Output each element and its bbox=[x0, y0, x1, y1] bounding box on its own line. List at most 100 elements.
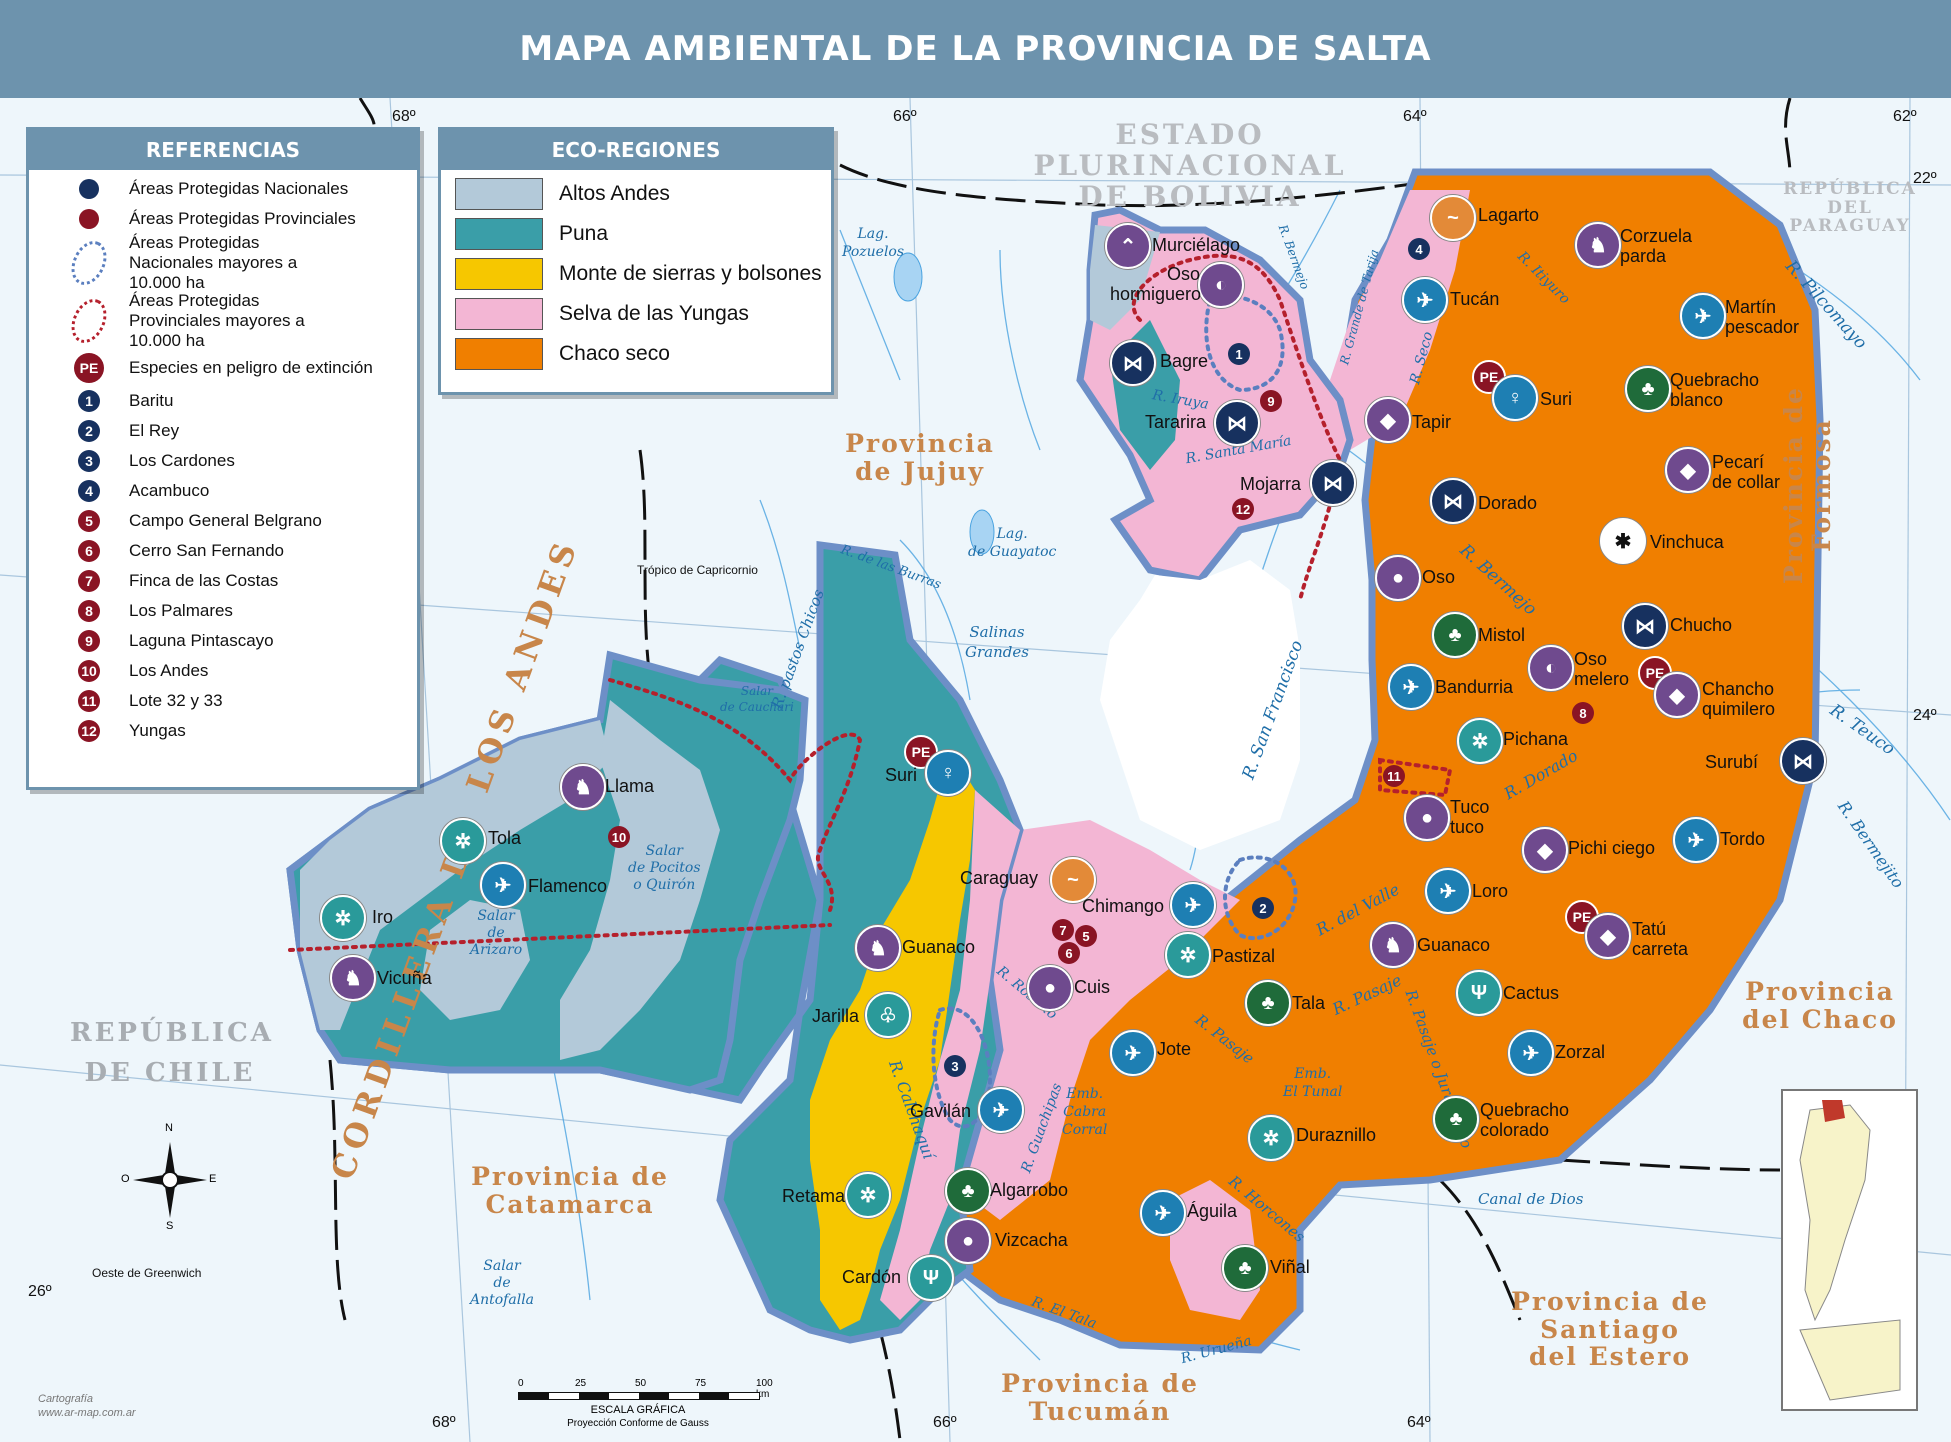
species-tala: Tala bbox=[1292, 993, 1326, 1013]
legend-area: 8 Los Palmares bbox=[29, 596, 417, 626]
species-vinchuca: Vinchuca bbox=[1650, 532, 1724, 552]
swatch-chaco-seco bbox=[455, 338, 543, 370]
canal-de-dios: Canal de Dios bbox=[1478, 1190, 1584, 1208]
coord-26: 26º bbox=[28, 1283, 52, 1300]
area-marker-3: 3 bbox=[944, 1055, 966, 1077]
eco-item: Puna bbox=[441, 214, 831, 254]
title-bar: MAPA AMBIENTAL DE LA PROVINCIA DE SALTA bbox=[0, 0, 1951, 98]
legend-item-provincial: Áreas Protegidas Provinciales bbox=[29, 204, 417, 234]
area-marker-8: 8 bbox=[1572, 702, 1594, 724]
pa-provincial-line bbox=[288, 923, 832, 952]
species-oso-melero: Oso melero bbox=[1574, 649, 1630, 689]
species-chucho: Chucho bbox=[1670, 615, 1733, 635]
tuco-tuco-icon: ● bbox=[1404, 795, 1450, 841]
algarrobo-icon: ♣ bbox=[945, 1168, 991, 1214]
species-pichi-ciego: Pichi ciego bbox=[1568, 838, 1656, 858]
region-valle-lerma bbox=[1100, 560, 1300, 850]
pa-provincial-losandes bbox=[608, 678, 863, 912]
label-formosa: Provincia de Formosa bbox=[1779, 386, 1836, 584]
species-pecari: Pecarí de collar bbox=[1712, 452, 1781, 492]
protected-areas bbox=[288, 253, 1453, 1129]
species-surubi: Surubí bbox=[1705, 752, 1759, 772]
species-caraguay: Caraguay bbox=[960, 868, 1039, 888]
swatch-monte bbox=[455, 258, 543, 290]
coord-22: 22º bbox=[1913, 170, 1937, 187]
pa-provincial-lote32 bbox=[1378, 757, 1453, 798]
region-altos-andes-center bbox=[560, 700, 720, 1060]
species-quebracho-blanco: Quebracho blanco bbox=[1670, 370, 1760, 410]
area-marker-11: 11 bbox=[1383, 765, 1405, 787]
martin-pescador-icon: ✈ bbox=[1680, 293, 1726, 339]
scale-bar: 0 25 50 75 100 km ESCALA GRÁFICA Proyecc… bbox=[518, 1378, 773, 1429]
legend-area: 11 Lote 32 y 33 bbox=[29, 686, 417, 716]
species-suri: Suri bbox=[1540, 389, 1573, 409]
pecari-icon: ◆ bbox=[1665, 447, 1711, 493]
area-marker-7: 7 bbox=[1052, 919, 1074, 941]
bagre-icon: ⋈ bbox=[1110, 340, 1156, 386]
compass-s: S bbox=[166, 1220, 174, 1232]
coord-62-top: 62º bbox=[1893, 108, 1917, 125]
iro-icon: ✲ bbox=[320, 895, 366, 941]
oso-melero-icon: ◐ bbox=[1528, 645, 1574, 691]
legend-area: 10 Los Andes bbox=[29, 656, 417, 686]
tola-icon: ✲ bbox=[440, 818, 486, 864]
pe-suri-east: PE bbox=[1472, 360, 1506, 394]
national-dot-icon bbox=[79, 179, 99, 199]
legend-area: 6 Cerro San Fernando bbox=[29, 536, 417, 566]
eco-item: Selva de las Yungas bbox=[441, 294, 831, 334]
species-quebracho-colorado: Quebracho colorado bbox=[1480, 1100, 1570, 1140]
species-lagarto: Lagarto bbox=[1478, 205, 1540, 225]
dorado-icon: ⋈ bbox=[1430, 478, 1476, 524]
species-flamenco: Flamenco bbox=[528, 876, 608, 896]
species-aguila: Águila bbox=[1187, 1201, 1238, 1221]
cactus-icon: Ψ bbox=[1456, 970, 1502, 1016]
species-tuco-tuco: Tuco tuco bbox=[1450, 797, 1490, 837]
tucan-icon: ✈ bbox=[1402, 277, 1448, 323]
eco-item: Chaco seco bbox=[441, 334, 831, 374]
species-vinal: Viñal bbox=[1270, 1257, 1310, 1277]
coord-68-top: 68º bbox=[392, 108, 416, 125]
legend-item-national-large: Áreas Protegidas Nacionales mayores a 10… bbox=[29, 233, 417, 292]
label-chaco: Provincia del Chaco bbox=[1742, 977, 1898, 1034]
area-marker-4: 4 bbox=[1408, 238, 1430, 260]
pe-icon: PE bbox=[74, 353, 104, 383]
pa-national-cardones bbox=[931, 1006, 993, 1129]
credit: Cartografía www.ar-map.com.ar bbox=[38, 1393, 136, 1419]
area-marker-6: 6 bbox=[1058, 942, 1080, 964]
species-murcielago: Murciélago bbox=[1152, 235, 1241, 255]
coord-64-bot: 64º bbox=[1407, 1414, 1431, 1431]
mojarra-icon: ⋈ bbox=[1310, 460, 1356, 506]
quebracho-blanco-icon: ♣ bbox=[1625, 366, 1671, 412]
legend-area: 7 Finca de las Costas bbox=[29, 566, 417, 596]
flamenco-icon: ✈ bbox=[480, 862, 526, 908]
lagarto-icon: ~ bbox=[1430, 195, 1476, 241]
legend-area: 2 El Rey bbox=[29, 416, 417, 446]
label-santiago: Provincia de Santiago del Estero bbox=[1511, 1287, 1709, 1371]
pichi-ciego-icon: ◆ bbox=[1522, 827, 1568, 873]
species-jarilla: Jarilla bbox=[812, 1006, 860, 1026]
salar-antofalla: Salar de Antofalla bbox=[470, 1258, 535, 1308]
jote-icon: ✈ bbox=[1110, 1030, 1156, 1076]
compass-n: N bbox=[165, 1122, 173, 1134]
label-tucuman: Provincia de Tucumán bbox=[1001, 1369, 1199, 1426]
compass-icon bbox=[133, 1142, 207, 1218]
species-vizcacha: Vizcacha bbox=[995, 1230, 1068, 1250]
label-bolivia: ESTADO PLURINACIONAL DE BOLIVIA bbox=[1033, 118, 1347, 213]
legend-panel: REFERENCIAS Áreas Protegidas Nacionales … bbox=[26, 127, 420, 790]
ecoregions-panel: ECO-REGIONES Altos Andes Puna Monte de s… bbox=[438, 127, 834, 395]
species-tordo: Tordo bbox=[1720, 829, 1766, 849]
loro-icon: ✈ bbox=[1425, 868, 1471, 914]
mistol-icon: ♣ bbox=[1432, 612, 1478, 658]
eco-item: Altos Andes bbox=[441, 174, 831, 214]
chucho-icon: ⋈ bbox=[1622, 603, 1668, 649]
compass-e: E bbox=[209, 1173, 217, 1185]
label-paraguay: REPÚBLICA DEL PARAGUAY bbox=[1783, 179, 1917, 237]
inset-map bbox=[1781, 1089, 1918, 1411]
species-algarrobo: Algarrobo bbox=[990, 1180, 1069, 1200]
species-mistol: Mistol bbox=[1478, 625, 1526, 645]
tatu-carreta-icon: ◆ bbox=[1585, 913, 1631, 959]
species-cactus: Cactus bbox=[1503, 983, 1560, 1003]
species-bagre: Bagre bbox=[1160, 351, 1209, 371]
legend-area: 5 Campo General Belgrano bbox=[29, 506, 417, 536]
coord-64-top: 64º bbox=[1403, 108, 1427, 125]
